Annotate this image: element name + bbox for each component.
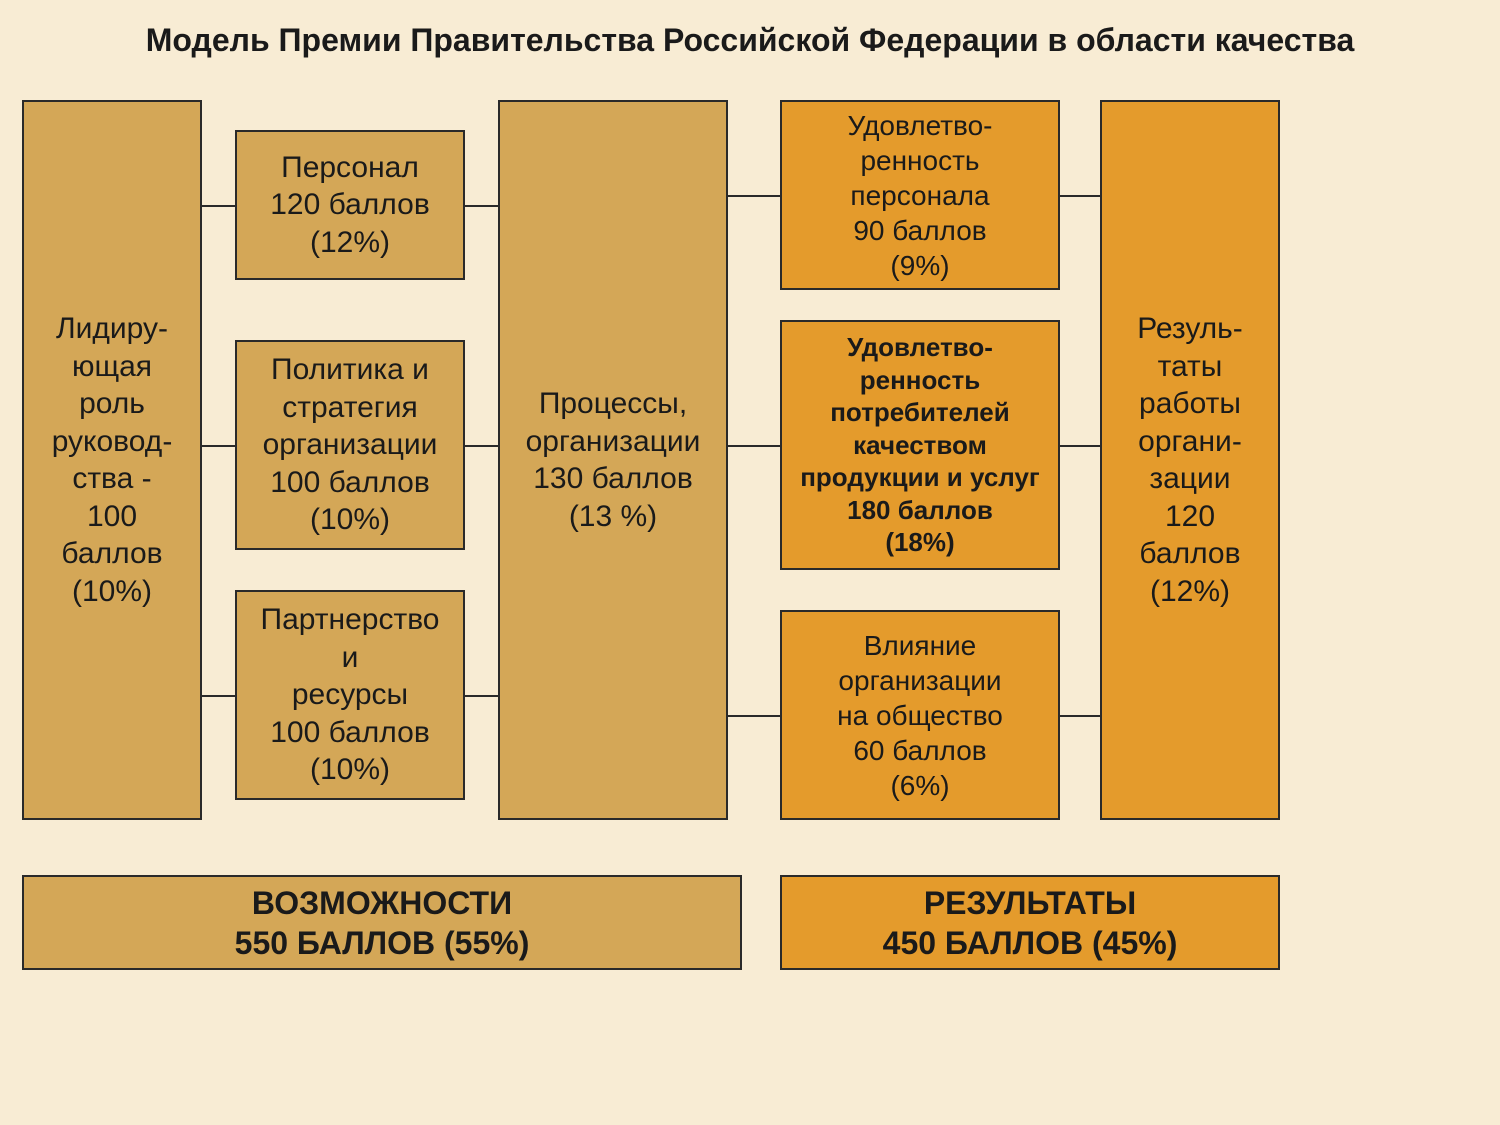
- box-policy: Политика и стратегия организации 100 бал…: [235, 340, 465, 550]
- box-label: Резуль- таты работы органи- зации 120 ба…: [1137, 310, 1243, 610]
- connector-10: [1060, 445, 1100, 447]
- box-processes: Процессы, организации 130 баллов (13 %): [498, 100, 728, 820]
- box-label: Удовлетво- ренность персонала 90 баллов …: [847, 108, 992, 283]
- connector-4: [465, 445, 498, 447]
- connector-11: [1060, 715, 1100, 717]
- connector-9: [1060, 195, 1100, 197]
- box-label: Политика и стратегия организации 100 бал…: [263, 351, 438, 539]
- box-opportunities: ВОЗМОЖНОСТИ 550 БАЛЛОВ (55%): [22, 875, 742, 970]
- connector-5: [465, 695, 498, 697]
- box-leadership: Лидиру- ющая роль руковод- ства - 100 ба…: [22, 100, 202, 820]
- box-society: Влияние организации на общество 60 балло…: [780, 610, 1060, 820]
- box-label: Влияние организации на общество 60 балло…: [837, 628, 1003, 803]
- box-personnel: Персонал 120 баллов (12%): [235, 130, 465, 280]
- connector-1: [202, 445, 235, 447]
- box-sat_personnel: Удовлетво- ренность персонала 90 баллов …: [780, 100, 1060, 290]
- box-partnership: Партнерство и ресурсы 100 баллов (10%): [235, 590, 465, 800]
- diagram-title: Модель Премии Правительства Российской Ф…: [0, 22, 1500, 59]
- box-label: Лидиру- ющая роль руковод- ства - 100 ба…: [52, 310, 173, 610]
- box-results: Резуль- таты работы органи- зации 120 ба…: [1100, 100, 1280, 820]
- box-label: Партнерство и ресурсы 100 баллов (10%): [261, 601, 440, 789]
- box-label: ВОЗМОЖНОСТИ 550 БАЛЛОВ (55%): [235, 883, 530, 963]
- box-label: Процессы, организации 130 баллов (13 %): [526, 385, 701, 535]
- box-label: Персонал 120 баллов (12%): [270, 149, 430, 262]
- box-label: РЕЗУЛЬТАТЫ 450 БАЛЛОВ (45%): [883, 883, 1178, 963]
- connector-3: [465, 205, 498, 207]
- connector-7: [728, 445, 780, 447]
- connector-6: [728, 195, 780, 197]
- connector-2: [202, 695, 235, 697]
- connector-8: [728, 715, 780, 717]
- box-results_total: РЕЗУЛЬТАТЫ 450 БАЛЛОВ (45%): [780, 875, 1280, 970]
- box-sat_consumer: Удовлетво- ренность потребителей качеств…: [780, 320, 1060, 570]
- connector-0: [202, 205, 235, 207]
- box-label: Удовлетво- ренность потребителей качеств…: [800, 331, 1040, 559]
